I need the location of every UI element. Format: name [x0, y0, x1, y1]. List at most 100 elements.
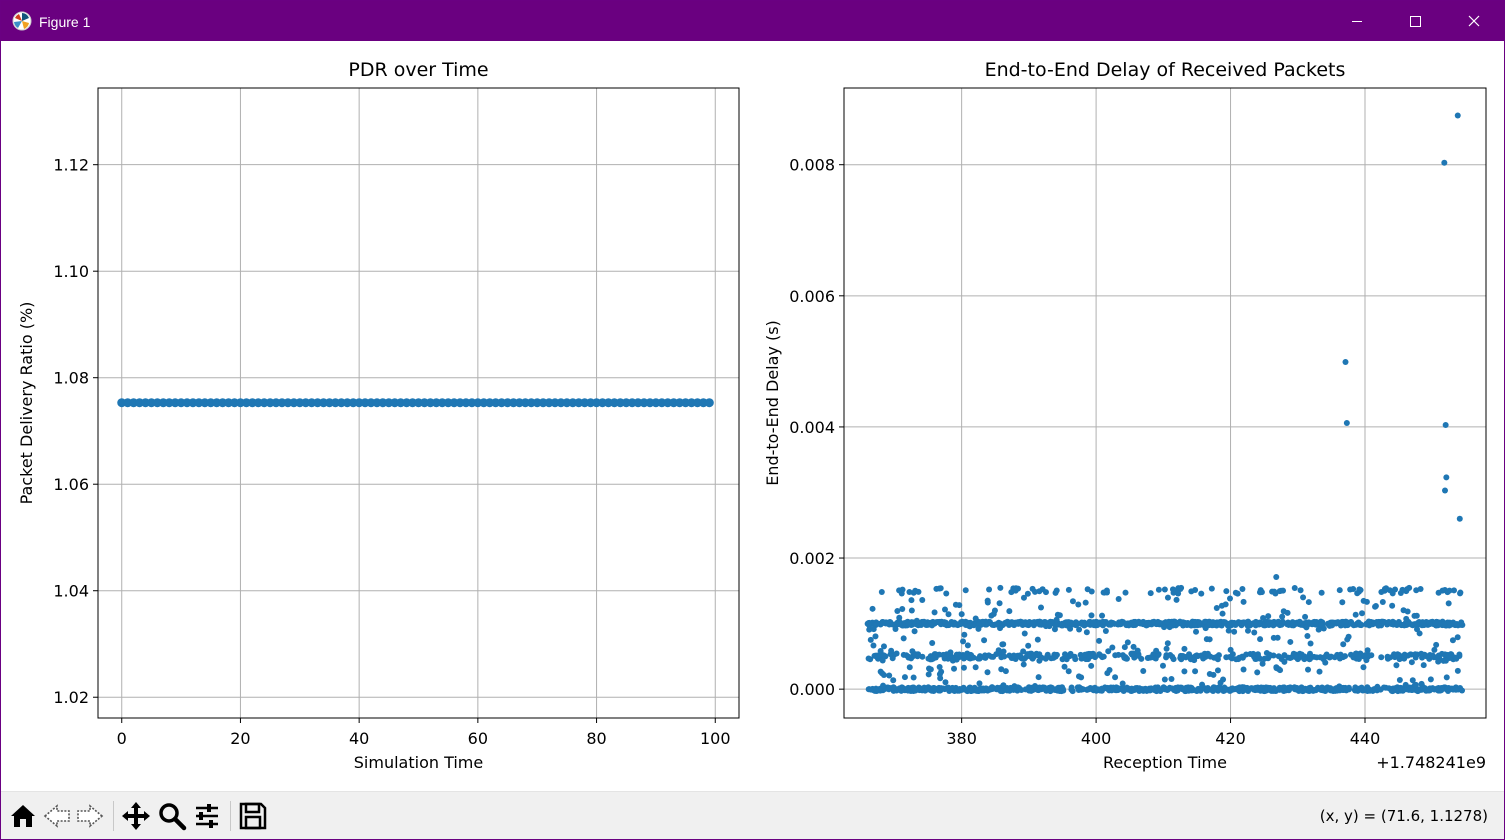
delay-data-point	[1041, 685, 1048, 692]
delay-data-point	[932, 651, 939, 658]
delay-data-point	[1238, 619, 1245, 626]
delay-data-point	[1327, 685, 1334, 692]
delay-data-point	[1290, 619, 1297, 626]
delay-data-point	[1379, 599, 1386, 606]
delay-data-point	[1143, 686, 1150, 693]
delay-data-point	[1296, 687, 1303, 694]
delay-data-point	[1188, 588, 1195, 595]
delay-data-point	[1456, 651, 1463, 658]
delay-data-point	[1389, 688, 1396, 695]
delay-data-point	[1270, 634, 1277, 641]
delay-data-point	[1193, 687, 1200, 694]
delay-data-point	[1053, 587, 1060, 594]
delay-data-point	[1067, 625, 1074, 632]
back-arrow-icon	[43, 804, 70, 828]
delay-outlier-point	[1343, 419, 1350, 426]
delay-data-point	[1326, 622, 1333, 629]
delay-data-point	[878, 589, 885, 596]
delay-x-axis-label: Reception Time	[1103, 753, 1227, 772]
delay-data-point	[960, 638, 967, 645]
delay-data-point	[1336, 655, 1343, 662]
delay-data-point	[1408, 659, 1415, 666]
home-button[interactable]	[7, 800, 39, 832]
delay-data-point	[1279, 613, 1286, 620]
delay-data-point	[960, 664, 967, 671]
delay-data-point	[1284, 609, 1291, 616]
save-button[interactable]	[237, 800, 269, 832]
delay-data-point	[1163, 645, 1170, 652]
y-tick-label: 0.008	[789, 156, 835, 175]
delay-data-point	[1257, 636, 1264, 643]
delay-data-point	[1161, 624, 1168, 631]
delay-data-point	[1245, 688, 1252, 695]
y-tick-label: 0.000	[789, 680, 835, 699]
delay-data-point	[906, 664, 913, 671]
pdr-points	[117, 398, 714, 408]
delay-data-point	[921, 618, 928, 625]
delay-data-point	[1306, 656, 1313, 663]
delay-data-point	[975, 625, 982, 632]
delay-data-point	[1445, 600, 1452, 607]
delay-outlier-point	[1273, 574, 1280, 581]
delay-data-point	[1302, 613, 1309, 620]
delay-data-point	[1305, 599, 1312, 606]
delay-data-point	[1078, 674, 1085, 681]
pan-button[interactable]	[120, 800, 152, 832]
delay-data-point	[1240, 598, 1247, 605]
delay-data-point	[912, 687, 919, 694]
delay-data-point	[1164, 619, 1171, 626]
delay-data-point	[1280, 688, 1287, 695]
delay-data-point	[1417, 585, 1424, 592]
x-tick-label: 420	[1215, 729, 1246, 748]
delay-data-point	[951, 665, 958, 672]
delay-data-point	[1031, 682, 1038, 689]
delay-data-point	[1222, 601, 1229, 608]
delay-data-point	[1053, 616, 1060, 623]
forward-button[interactable]	[74, 800, 106, 832]
delay-data-point	[1312, 619, 1319, 626]
zoom-button[interactable]	[156, 800, 188, 832]
delay-data-point	[1378, 654, 1385, 661]
delay-data-point	[1317, 685, 1324, 692]
delay-data-point	[898, 590, 905, 597]
delay-data-point	[901, 674, 908, 681]
delay-data-point	[937, 675, 944, 682]
delay-data-point	[1051, 626, 1058, 633]
delay-data-point	[1026, 618, 1033, 625]
delay-data-point	[1186, 620, 1193, 627]
maximize-button[interactable]	[1386, 1, 1444, 41]
delay-data-point	[930, 655, 937, 662]
delay-data-point	[1357, 621, 1364, 628]
delay-data-point	[1042, 655, 1049, 662]
title-bar[interactable]: Figure 1	[1, 1, 1504, 41]
x-tick-label: 380	[946, 729, 977, 748]
delay-data-point	[1374, 683, 1381, 690]
delay-data-point	[1030, 619, 1037, 626]
delay-data-point	[1342, 618, 1349, 625]
figure-canvas[interactable]: 0 20 40 60 80 100 1.02 1.04 1.06 1.08 1.10 1.12 PDR…	[1, 41, 1504, 791]
back-button[interactable]	[41, 800, 73, 832]
delay-data-point	[1404, 608, 1411, 615]
minimize-button[interactable]	[1328, 1, 1386, 41]
delay-data-point	[1153, 647, 1160, 654]
y-tick-label: 1.10	[53, 262, 89, 281]
delay-data-point	[1002, 668, 1009, 675]
configure-subplots-button[interactable]	[191, 800, 223, 832]
delay-data-point	[1404, 586, 1411, 593]
delay-data-point	[1243, 651, 1250, 658]
delay-data-point	[1025, 642, 1032, 649]
delay-data-point	[1151, 685, 1158, 692]
delay-data-point	[1426, 687, 1433, 694]
toolbar-separator	[113, 801, 114, 831]
delay-data-point	[1204, 687, 1211, 694]
close-button[interactable]	[1445, 1, 1503, 41]
delay-data-point	[1414, 651, 1421, 658]
delay-data-point	[1195, 620, 1202, 627]
delay-data-point	[1399, 586, 1406, 593]
delay-data-point	[1203, 636, 1210, 643]
delay-data-point	[1352, 650, 1359, 657]
delay-data-point	[1321, 653, 1328, 660]
delay-data-point	[1236, 684, 1243, 691]
delay-data-point	[925, 671, 932, 678]
delay-data-point	[900, 635, 907, 642]
